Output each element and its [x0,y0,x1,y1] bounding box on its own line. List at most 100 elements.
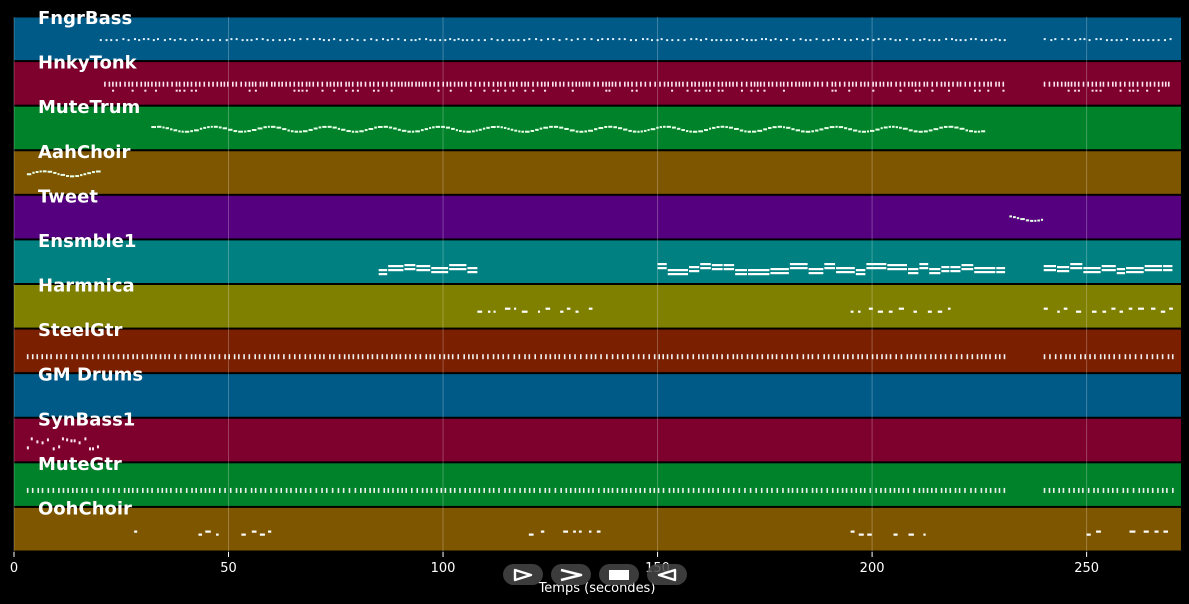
note [831,487,834,493]
note [859,487,862,493]
note [321,487,323,493]
note [839,81,841,87]
track-label: OohChoir [38,498,132,519]
note [36,440,39,444]
note [435,125,441,128]
note [837,354,840,360]
note [261,38,264,41]
note [671,126,676,129]
note [270,487,272,493]
note [736,354,739,360]
note [212,81,214,87]
play-button[interactable] [503,564,543,585]
note [646,38,649,41]
note [372,89,375,92]
note [284,39,287,42]
note [445,126,451,129]
note [1116,268,1126,271]
note [744,487,746,493]
note [466,39,469,42]
note [478,128,482,131]
note [964,81,967,87]
note [826,487,829,493]
note [819,128,824,131]
note [290,487,292,493]
note [524,81,526,87]
note [744,130,747,133]
note [802,354,805,360]
note [425,81,427,87]
note [503,126,507,129]
note [940,487,943,493]
note [299,38,302,41]
note [712,354,714,360]
note [299,130,302,133]
note [820,487,823,493]
note [654,81,656,87]
note [689,266,700,269]
note [514,129,518,132]
note [653,354,656,360]
note [60,354,62,360]
track-notes [26,170,101,178]
note [483,39,486,42]
note [614,81,617,87]
note [367,354,369,360]
note [805,81,807,87]
note [861,130,866,133]
note [1091,310,1097,313]
note [808,272,824,275]
note [112,354,115,360]
note [115,39,118,42]
note [851,81,854,87]
note [956,81,959,87]
note [823,354,825,360]
note [235,81,238,87]
note [339,39,342,42]
note [354,487,357,493]
note [46,438,49,442]
note [889,354,892,360]
note [305,89,308,92]
note [228,128,233,131]
note [725,126,728,129]
note [1161,487,1164,493]
note [1067,89,1070,92]
note [232,81,234,87]
note [928,39,931,42]
note [244,487,247,493]
note [947,307,951,310]
track-lane [14,106,1181,150]
note [907,487,910,493]
stop-button[interactable] [599,564,639,585]
note [1163,269,1173,272]
note [171,81,173,87]
note [1169,307,1173,310]
note [659,81,661,87]
note [191,487,193,493]
note [359,130,364,133]
note [1002,81,1005,87]
note [348,487,351,493]
note [1002,89,1005,92]
note [414,354,417,360]
note [872,81,874,87]
note [306,38,309,41]
note [82,354,84,360]
note [1087,81,1089,87]
rewind-button[interactable] [647,564,687,585]
note [558,39,561,42]
note [1057,266,1070,269]
note [62,487,65,493]
note [936,81,938,87]
note [482,354,484,360]
fast-forward-button[interactable] [551,564,591,585]
note [136,81,138,87]
note [640,81,642,87]
note [280,487,283,493]
note [861,39,864,42]
note [1156,354,1159,360]
note [1003,354,1006,360]
note [83,173,87,176]
note [735,269,748,272]
